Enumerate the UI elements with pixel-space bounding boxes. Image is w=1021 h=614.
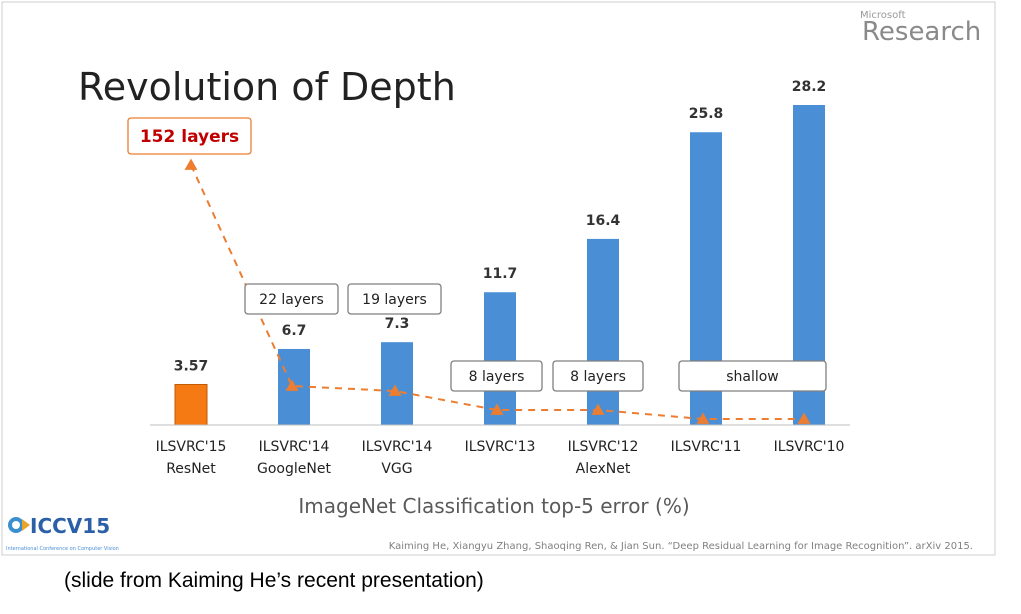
category-label-6: ILSVRC'10 bbox=[774, 439, 845, 455]
layer-annotation-box-2 bbox=[347, 283, 442, 315]
value-label-4: 16.4 bbox=[586, 213, 621, 229]
value-labels-group: 3.57 6.7 7.3 11.7 16.4 25.8 28.2 bbox=[174, 79, 827, 374]
category-label-5: ILSVRC'11 bbox=[671, 439, 742, 455]
trend-marker-6 bbox=[797, 412, 811, 424]
category-label-1: ILSVRC'14 bbox=[259, 439, 330, 455]
category-label-2: ILSVRC'14 bbox=[362, 439, 433, 455]
layer-annotation-box-5 bbox=[678, 360, 827, 392]
value-label-5: 25.8 bbox=[689, 106, 724, 122]
trend-marker-5 bbox=[696, 412, 710, 424]
layer-annotation-4: 8 layers bbox=[570, 369, 626, 385]
layer-annotation-box-4 bbox=[552, 360, 644, 392]
value-label-1: 6.7 bbox=[282, 323, 307, 339]
bar-4 bbox=[587, 238, 619, 425]
citation: Kaiming He, Xiangyu Zhang, Shaoqing Ren,… bbox=[389, 541, 973, 552]
category-sublabel-0: ResNet bbox=[166, 461, 216, 477]
caption: (slide from Kaiming He’s recent presenta… bbox=[64, 569, 484, 592]
iccv-logo-subtitle: International Conference on Computer Vis… bbox=[6, 546, 119, 552]
category-sublabel-2: VGG bbox=[381, 461, 412, 477]
microsoft-brand-small: Microsoft bbox=[860, 10, 906, 21]
layer-annotation-box-1 bbox=[244, 283, 339, 315]
bar-3 bbox=[484, 292, 516, 425]
category-label-4: ILSVRC'12 bbox=[568, 439, 639, 455]
iccv-logo: ICCV15 International Conference on Compu… bbox=[6, 514, 119, 552]
value-label-2: 7.3 bbox=[385, 316, 410, 332]
trend-marker-3 bbox=[490, 403, 504, 415]
category-sublabel-1: GoogleNet bbox=[257, 461, 331, 477]
category-labels-group: ILSVRC'15 ResNet ILSVRC'14 GoogleNet ILSVRC'… bbox=[156, 439, 845, 477]
layer-annotations-group: 152 layers 22 layers 19 layers 8 layers 8 la… bbox=[127, 117, 827, 392]
iccv-logo-text: ICCV15 bbox=[30, 514, 110, 538]
category-label-0: ILSVRC'15 bbox=[156, 439, 227, 455]
layer-annotation-3: 8 layers bbox=[469, 369, 525, 385]
layer-annotation-1: 22 layers bbox=[259, 292, 324, 308]
depth-trend-line bbox=[184, 158, 811, 424]
category-label-3: ILSVRC'13 bbox=[465, 439, 536, 455]
trend-marker-2 bbox=[388, 384, 402, 396]
value-label-0: 3.57 bbox=[174, 358, 209, 374]
layer-annotation-box-3 bbox=[450, 360, 543, 392]
trend-marker-0 bbox=[184, 158, 198, 170]
x-axis-label: ImageNet Classification top-5 error (%) bbox=[298, 494, 689, 518]
category-sublabel-4: AlexNet bbox=[576, 461, 631, 477]
layer-annotation-0: 152 layers bbox=[140, 127, 239, 147]
value-label-3: 11.7 bbox=[483, 266, 518, 282]
value-label-6: 28.2 bbox=[792, 79, 827, 95]
trend-marker-4 bbox=[591, 403, 605, 415]
bar-0 bbox=[174, 383, 208, 426]
bar-2 bbox=[381, 342, 413, 425]
slide-frame bbox=[1, 1, 996, 556]
microsoft-research-logo: Research bbox=[862, 17, 981, 47]
layer-annotation-5: shallow bbox=[726, 369, 779, 385]
layer-annotation-2: 19 layers bbox=[362, 292, 427, 308]
trend-marker-1 bbox=[285, 379, 299, 391]
layer-annotation-box-0 bbox=[127, 117, 252, 155]
slide-title: Revolution of Depth bbox=[78, 65, 456, 109]
